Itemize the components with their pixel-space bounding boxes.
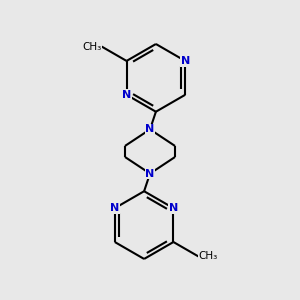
Text: CH₃: CH₃ (198, 251, 218, 261)
Text: CH₃: CH₃ (82, 41, 102, 52)
Text: N: N (169, 203, 178, 213)
Text: N: N (146, 124, 154, 134)
Text: N: N (110, 203, 119, 213)
Text: N: N (181, 56, 190, 66)
Text: N: N (146, 169, 154, 178)
Text: N: N (122, 90, 131, 100)
